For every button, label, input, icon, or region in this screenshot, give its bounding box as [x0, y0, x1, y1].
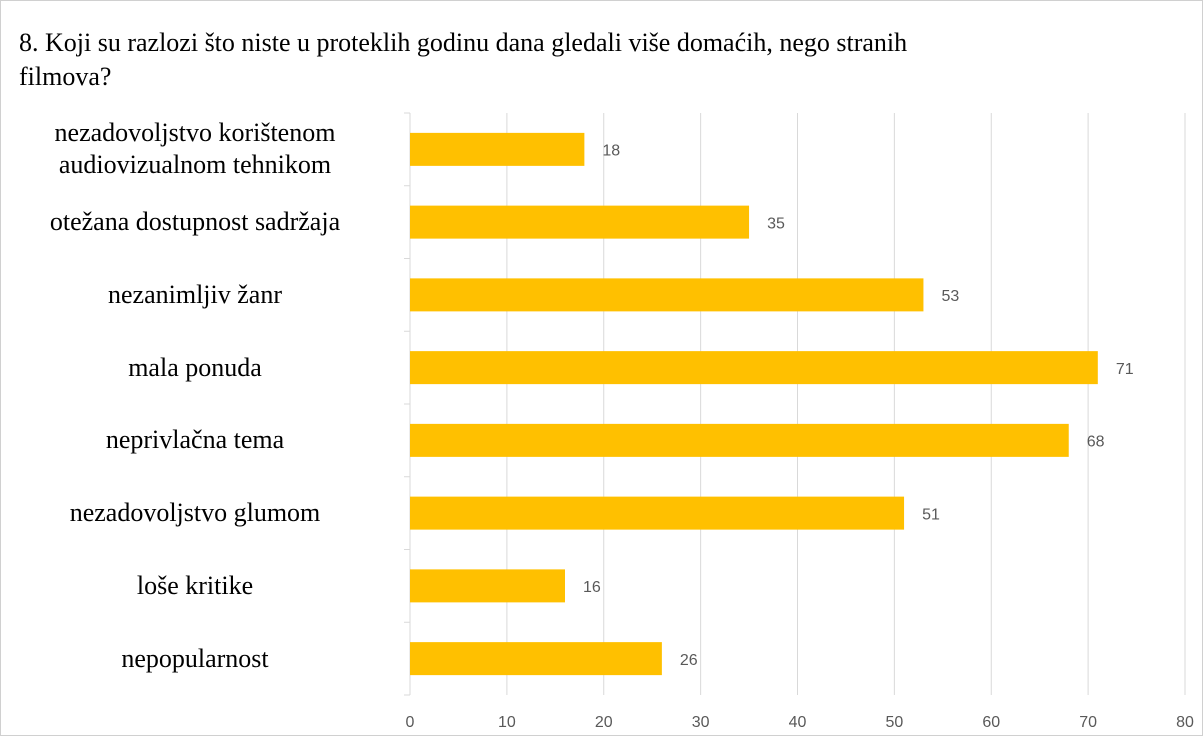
bar: [410, 205, 750, 239]
data-label: 71: [1116, 361, 1134, 378]
x-tick-label: 70: [1079, 714, 1097, 731]
data-label: 51: [922, 506, 940, 523]
x-tick-label: 30: [692, 714, 710, 731]
x-tick-label: 10: [498, 714, 516, 731]
x-tick-label: 60: [982, 714, 1000, 731]
x-tick-label: 50: [885, 714, 903, 731]
data-label: 35: [767, 215, 785, 232]
y-tick-label: nezadovoljstvo korištenom audiovizualnom…: [54, 118, 336, 180]
bar: [410, 496, 905, 530]
x-tick-label: 40: [789, 714, 807, 731]
data-label: 68: [1087, 434, 1105, 451]
data-label: 16: [583, 579, 601, 596]
x-tick-label: 0: [406, 714, 415, 731]
y-tick-label: neprivlačna tema: [105, 425, 285, 455]
chart-title: 8. Koji su razlozi što niste u proteklih…: [19, 28, 908, 91]
x-tick-label: 20: [595, 714, 613, 731]
y-tick-label: loše kritike: [136, 570, 254, 600]
y-tick-label: nezanimljiv žanr: [108, 279, 282, 309]
y-tick-label: otežana dostupnost sadržaja: [49, 207, 341, 237]
bar: [410, 351, 1098, 385]
y-tick-label: nepopularnost: [121, 643, 269, 673]
bar: [410, 132, 585, 166]
x-tick-label: 80: [1176, 714, 1194, 731]
bar: [410, 423, 1069, 457]
y-tick-label: mala ponuda: [128, 352, 262, 382]
data-label: 53: [941, 288, 959, 305]
bar: [410, 642, 662, 676]
bar: [410, 278, 924, 312]
y-tick-label: nezadovoljstvo glumom: [69, 498, 321, 528]
data-label: 18: [602, 143, 620, 160]
bar: [410, 569, 565, 603]
data-label: 26: [680, 652, 698, 669]
